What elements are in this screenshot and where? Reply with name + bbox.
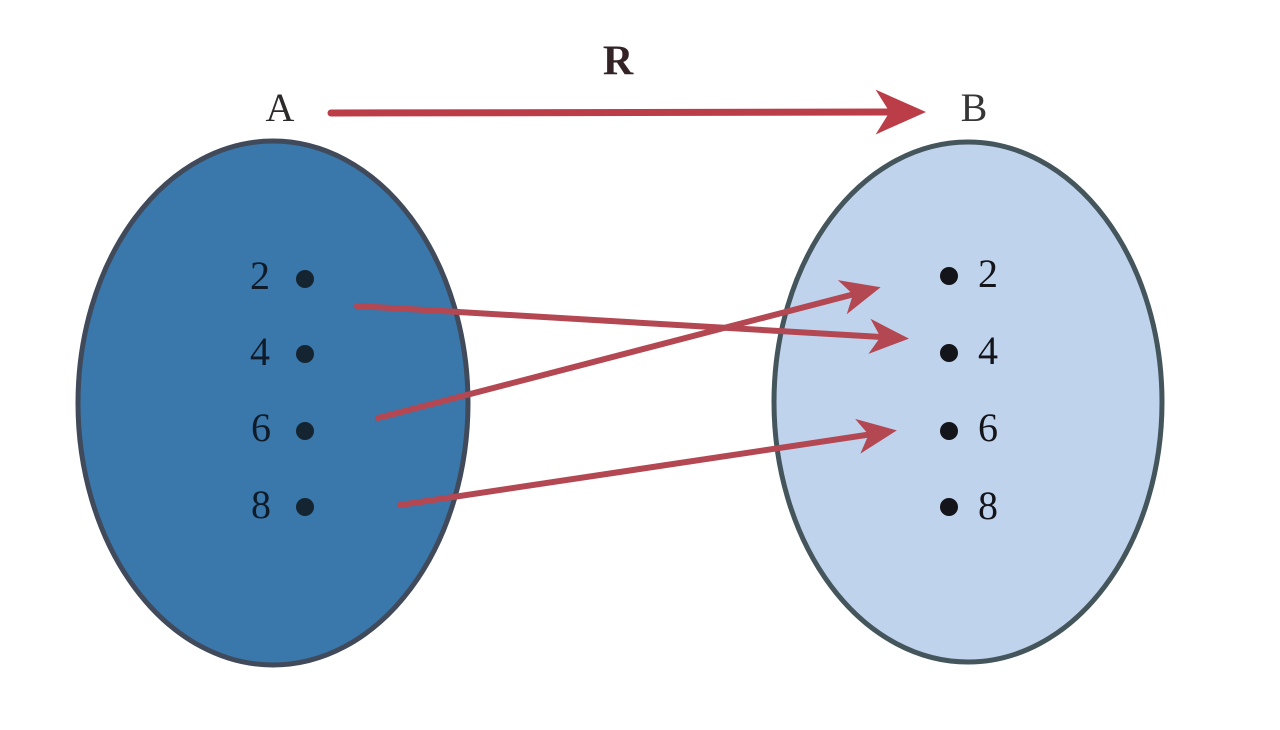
relation-arrow-line xyxy=(331,112,912,113)
set-a-dot xyxy=(296,422,314,440)
sets-layer xyxy=(78,141,1162,665)
set-b-label: B xyxy=(961,85,988,130)
set-a-element: 4 xyxy=(250,329,270,374)
relation-arrow xyxy=(331,112,912,113)
set-b-ellipse xyxy=(774,142,1162,662)
relation-label: R xyxy=(603,39,634,85)
set-b-dot xyxy=(940,422,958,440)
set-a-dot xyxy=(296,498,314,516)
relation-diagram: 2 4 6 8 2 4 6 8 A B R xyxy=(0,0,1280,730)
set-b-element: 2 xyxy=(978,251,998,296)
set-a-element: 8 xyxy=(251,482,271,527)
set-a-element: 6 xyxy=(251,405,271,450)
set-a-element: 2 xyxy=(250,253,270,298)
set-b-dot xyxy=(940,267,958,285)
set-a-ellipse xyxy=(78,141,468,665)
set-a-dot xyxy=(296,270,314,288)
set-a-dot xyxy=(296,345,314,363)
set-b-element: 8 xyxy=(978,483,998,528)
set-b-element: 6 xyxy=(978,405,998,450)
set-b-dot xyxy=(940,344,958,362)
set-b-dot xyxy=(940,498,958,516)
set-labels: A B R xyxy=(266,39,988,131)
set-a-label: A xyxy=(266,85,295,130)
set-b-element: 4 xyxy=(978,328,998,373)
